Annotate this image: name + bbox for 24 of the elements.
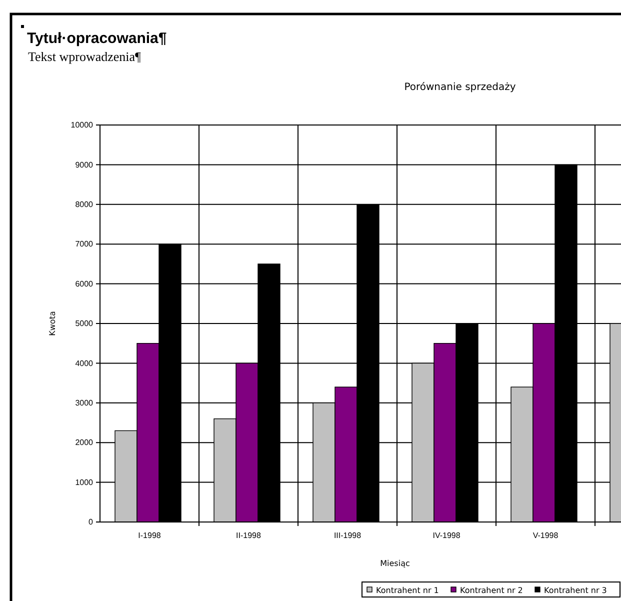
y-tick-label: 2000 [75, 438, 94, 448]
y-tick-label: 9000 [75, 160, 94, 170]
y-tick-label: 10000 [70, 120, 94, 130]
y-tick-label: 3000 [75, 398, 94, 408]
legend-label: Kontrahent nr 2 [460, 586, 523, 595]
y-tick-label: 5000 [75, 319, 94, 328]
text: Tytuł·opracowania¶ [27, 30, 167, 47]
y-tick-label: 1000 [75, 478, 94, 487]
x-tick-label: III-1998 [334, 530, 362, 540]
y-tick-label: 6000 [75, 279, 94, 288]
text: Tekst wprowadzenia¶ [28, 49, 142, 64]
x-tick-label: I-1998 [138, 530, 162, 540]
y-tick-label: 8000 [75, 200, 94, 209]
x-tick-label: II-1998 [236, 530, 262, 540]
x-axis-title: Miesiąc [380, 559, 410, 568]
legend-label: Kontrahent nr 3 [544, 586, 607, 595]
y-tick-label: 4000 [75, 358, 94, 368]
x-tick-label: IV-1998 [432, 530, 461, 540]
legend-label: Kontrahent nr 1 [376, 586, 439, 595]
y-tick-label: 0 [88, 518, 94, 527]
y-tick-label: 7000 [75, 240, 94, 249]
y-axis-title: Kwota [48, 311, 57, 336]
x-tick-label: V-1998 [532, 530, 559, 540]
chart-title: Porównanie sprzedaży [404, 82, 516, 93]
